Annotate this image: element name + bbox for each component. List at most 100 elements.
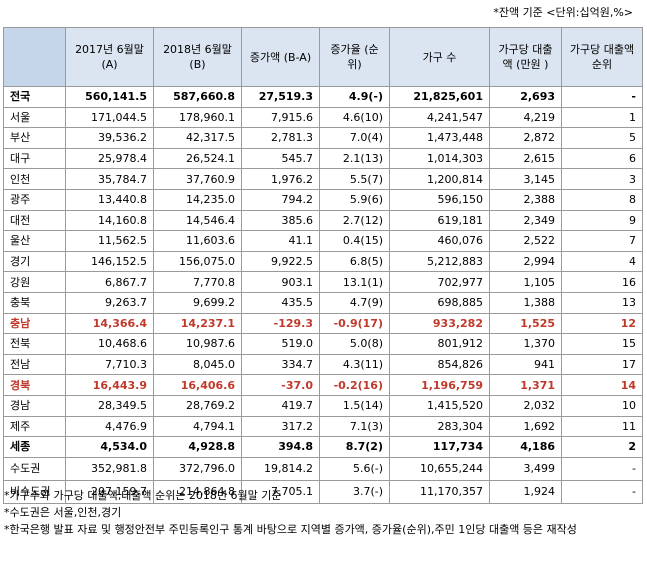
increase-value: 1,976.2 bbox=[241, 168, 320, 190]
value-2017: 16,443.9 bbox=[65, 374, 154, 396]
households-value: 10,655,244 bbox=[389, 456, 490, 481]
value-2017: 6,867.7 bbox=[65, 271, 154, 293]
rank-value: 12 bbox=[561, 312, 643, 335]
value-2017: 9,263.7 bbox=[65, 291, 154, 314]
table-row: 충북 9,263.7 9,699.2 435.5 4.7(9) 698,885 1,388 1… bbox=[3, 291, 643, 314]
table-row: 비수도권 207,159.7 214,864.8 7,705.1 3.7(-) 11,17… bbox=[3, 479, 643, 504]
rate-value: 4.9(-) bbox=[319, 86, 390, 108]
footnote: *가구수와 가구당 대출액,대출액 순위는 2018년 6월말 기준 bbox=[4, 489, 282, 502]
rate-value: 6.8(5) bbox=[319, 250, 390, 273]
value-2018: 4,928.8 bbox=[153, 436, 242, 458]
increase-value: 794.2 bbox=[241, 188, 320, 211]
value-2018: 8,045.0 bbox=[153, 353, 242, 376]
table-row: 충남 14,366.4 14,237.1 -129.3 -0.9(17) 933,282 1… bbox=[3, 312, 643, 335]
header-2018: 2018년 6월말(B) bbox=[153, 27, 242, 87]
value-2017: 4,476.9 bbox=[65, 415, 154, 438]
value-2018: 10,987.6 bbox=[153, 333, 242, 355]
value-2017: 4,534.0 bbox=[65, 436, 154, 458]
households-value: 854,826 bbox=[389, 353, 490, 376]
rank-value: - bbox=[561, 479, 643, 504]
increase-value: 435.5 bbox=[241, 291, 320, 314]
per-household-value: 2,693 bbox=[489, 86, 562, 108]
header-2017: 2017년 6월말(A) bbox=[65, 27, 154, 87]
households-value: 460,076 bbox=[389, 230, 490, 252]
rate-value: 5.0(8) bbox=[319, 333, 390, 355]
table-row: 대구 25,978.4 26,524.1 545.7 2.1(13) 1,014,303 2… bbox=[3, 147, 643, 170]
per-household-value: 2,872 bbox=[489, 127, 562, 149]
loan-table: 2017년 6월말(A) 2018년 6월말(B) 증가액 (B-A) 증가율 … bbox=[3, 27, 643, 504]
rate-value: 7.0(4) bbox=[319, 127, 390, 149]
rate-value: 7.1(3) bbox=[319, 415, 390, 438]
region-cell: 부산 bbox=[3, 127, 66, 149]
region-cell: 세종 bbox=[3, 436, 66, 458]
rank-value: 16 bbox=[561, 271, 643, 293]
rate-value: 1.5(14) bbox=[319, 394, 390, 417]
rate-value: 4.7(9) bbox=[319, 291, 390, 314]
rank-value: 11 bbox=[561, 415, 643, 438]
table-row: 서울 171,044.5 178,960.1 7,915.6 4.6(10) 4,241,… bbox=[3, 106, 643, 129]
rank-value: - bbox=[561, 86, 643, 108]
rate-value: 4.6(10) bbox=[319, 106, 390, 129]
households-value: 283,304 bbox=[389, 415, 490, 438]
region-cell: 수도권 bbox=[3, 456, 66, 481]
region-cell: 비수도권 bbox=[3, 479, 66, 504]
households-value: 619,181 bbox=[389, 209, 490, 232]
region-cell: 대전 bbox=[3, 209, 66, 232]
footnotes: *가구수와 가구당 대출액,대출액 순위는 2018년 6월말 기준 *수도권은… bbox=[4, 487, 640, 538]
table-row: 수도권 352,981.8 372,796.0 19,814.2 5.6(-) 10,65… bbox=[3, 456, 643, 481]
per-household-value: 2,388 bbox=[489, 188, 562, 211]
per-household-value: 1,370 bbox=[489, 333, 562, 355]
unit-note: *잔액 기준 <단위:십억원,%> bbox=[493, 6, 633, 19]
increase-value: 7,705.1 bbox=[241, 479, 320, 504]
header-rate: 증가율 (순위) bbox=[319, 27, 390, 87]
rank-value: 3 bbox=[561, 168, 643, 190]
increase-value: 385.6 bbox=[241, 209, 320, 232]
table-row: 울산 11,562.5 11,603.6 41.1 0.4(15) 460,076 2,52… bbox=[3, 230, 643, 252]
per-household-value: 3,145 bbox=[489, 168, 562, 190]
value-2017: 352,981.8 bbox=[65, 456, 154, 481]
rate-value: 2.1(13) bbox=[319, 147, 390, 170]
value-2017: 171,044.5 bbox=[65, 106, 154, 129]
value-2017: 14,366.4 bbox=[65, 312, 154, 335]
value-2018: 37,760.9 bbox=[153, 168, 242, 190]
header-increase: 증가액 (B-A) bbox=[241, 27, 320, 87]
increase-value: 7,915.6 bbox=[241, 106, 320, 129]
value-2017: 207,159.7 bbox=[65, 479, 154, 504]
rate-value: 5.5(7) bbox=[319, 168, 390, 190]
value-2018: 14,546.4 bbox=[153, 209, 242, 232]
households-value: 1,014,303 bbox=[389, 147, 490, 170]
households-value: 1,196,759 bbox=[389, 374, 490, 396]
rank-value: 2 bbox=[561, 436, 643, 458]
per-household-value: 1,692 bbox=[489, 415, 562, 438]
rate-value: -0.2(16) bbox=[319, 374, 390, 396]
value-2018: 26,524.1 bbox=[153, 147, 242, 170]
rank-value: 9 bbox=[561, 209, 643, 232]
region-cell: 서울 bbox=[3, 106, 66, 129]
increase-value: 419.7 bbox=[241, 394, 320, 417]
value-2018: 7,770.8 bbox=[153, 271, 242, 293]
region-cell: 충북 bbox=[3, 291, 66, 314]
per-household-value: 1,525 bbox=[489, 312, 562, 335]
value-2018: 372,796.0 bbox=[153, 456, 242, 481]
value-2017: 28,349.5 bbox=[65, 394, 154, 417]
footnote: *한국은행 발표 자료 및 행정안전부 주민등록인구 통계 바탕으로 지역별 증… bbox=[4, 523, 577, 536]
increase-value: 519.0 bbox=[241, 333, 320, 355]
region-cell: 전국 bbox=[3, 86, 66, 108]
value-2017: 7,710.3 bbox=[65, 353, 154, 376]
per-household-value: 2,349 bbox=[489, 209, 562, 232]
region-cell: 울산 bbox=[3, 230, 66, 252]
value-2018: 16,406.6 bbox=[153, 374, 242, 396]
table-row: 인천 35,784.7 37,760.9 1,976.2 5.5(7) 1,200,814… bbox=[3, 168, 643, 190]
increase-value: 2,781.3 bbox=[241, 127, 320, 149]
table-row: 경남 28,349.5 28,769.2 419.7 1.5(14) 1,415,520 2… bbox=[3, 394, 643, 417]
rank-value: 15 bbox=[561, 333, 643, 355]
table-row: 전남 7,710.3 8,045.0 334.7 4.3(11) 854,826 941 17 bbox=[3, 353, 643, 376]
value-2017: 35,784.7 bbox=[65, 168, 154, 190]
value-2018: 4,794.1 bbox=[153, 415, 242, 438]
households-value: 4,241,547 bbox=[389, 106, 490, 129]
rate-value: 5.6(-) bbox=[319, 456, 390, 481]
rate-value: 0.4(15) bbox=[319, 230, 390, 252]
households-value: 21,825,601 bbox=[389, 86, 490, 108]
table-row: 광주 13,440.8 14,235.0 794.2 5.9(6) 596,150 2,38… bbox=[3, 188, 643, 211]
value-2018: 156,075.0 bbox=[153, 250, 242, 273]
